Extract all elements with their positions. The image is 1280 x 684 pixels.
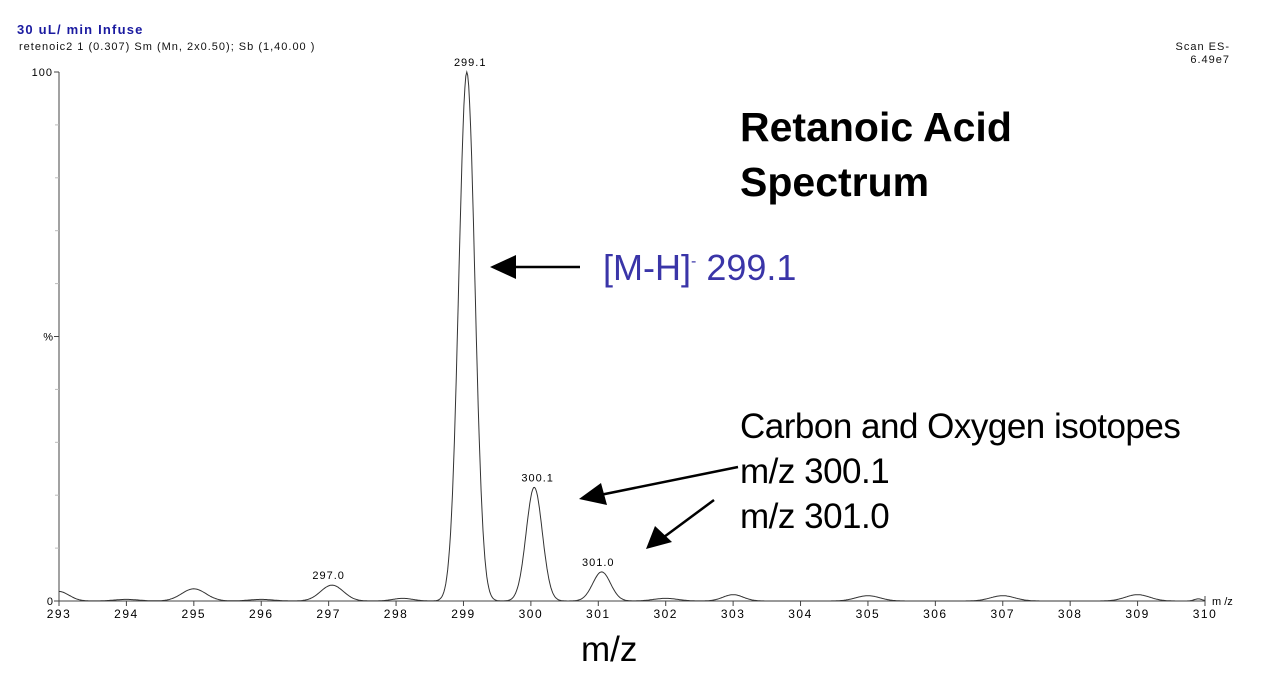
arrow-isotope-301 — [646, 498, 715, 549]
x-tick-label: 299 — [451, 607, 476, 621]
x-tick-label: 306 — [923, 607, 948, 621]
x-tick-label: 298 — [384, 607, 409, 621]
isotope-annotation: Carbon and Oxygen isotopes m/z 300.1 m/z… — [740, 404, 1181, 539]
y-axis-label: % — [43, 332, 53, 344]
x-tick-label: 297 — [316, 607, 341, 621]
x-tick-label: 296 — [249, 607, 274, 621]
spectrum-trace — [59, 70, 1206, 602]
x-axis-unit: m /z — [1212, 596, 1233, 608]
peak-label: 300.1 — [521, 472, 554, 484]
isotope-mz-301: m/z 301.0 — [740, 497, 890, 536]
x-tick-label: 301 — [586, 607, 611, 621]
x-tick-label: 304 — [788, 607, 813, 621]
x-tick-label: 303 — [721, 607, 746, 621]
y-tick-100: 100 — [32, 67, 53, 79]
peak-labels: 297.0 299.1 300.1 301.0 — [312, 57, 615, 582]
main-ion-mz: 299.1 — [696, 247, 797, 288]
isotope-mz-300: m/z 300.1 — [740, 452, 890, 491]
x-tick-label: 295 — [182, 607, 207, 621]
x-tick-label: 307 — [990, 607, 1015, 621]
peak-label: 297.0 — [312, 570, 345, 582]
scan-info: Scan ES- 6.49e7 — [1176, 41, 1230, 67]
x-tick-label: 300 — [519, 607, 544, 621]
main-ion-formula: [M-H] — [603, 247, 691, 288]
title-line-2: Spectrum — [740, 159, 930, 205]
main-ion-charge: - — [690, 253, 697, 270]
x-tick-label: 310 — [1193, 607, 1218, 621]
x-tick-label: 305 — [856, 607, 881, 621]
base-peak-intensity: 6.49e7 — [1190, 54, 1230, 66]
x-tick-label: 308 — [1058, 607, 1083, 621]
arrow-isotope-300 — [579, 465, 739, 505]
arrow-main-ion — [490, 255, 580, 279]
x-axis-title: m/z — [581, 630, 638, 669]
x-tick-label: 302 — [653, 607, 678, 621]
x-tick-label: 293 — [47, 607, 72, 621]
peak-label: 301.0 — [582, 557, 615, 569]
scan-mode: Scan ES- — [1175, 41, 1230, 53]
chart-title: Retanoic Acid Spectrum — [740, 100, 1012, 210]
title-line-1: Retanoic Acid — [740, 104, 1012, 150]
acquisition-title: 30 uL/ min Infuse — [17, 22, 144, 37]
peak-label: 299.1 — [454, 57, 487, 69]
x-tick-label: 294 — [114, 607, 139, 621]
isotope-heading: Carbon and Oxygen isotopes — [740, 407, 1181, 446]
x-tick-label: 309 — [1125, 607, 1150, 621]
scan-description: retenoic2 1 (0.307) Sm (Mn, 2x0.50); Sb … — [19, 41, 316, 53]
y-tick-0: 0 — [47, 596, 53, 608]
main-ion-annotation: [M-H]- 299.1 — [603, 247, 796, 289]
